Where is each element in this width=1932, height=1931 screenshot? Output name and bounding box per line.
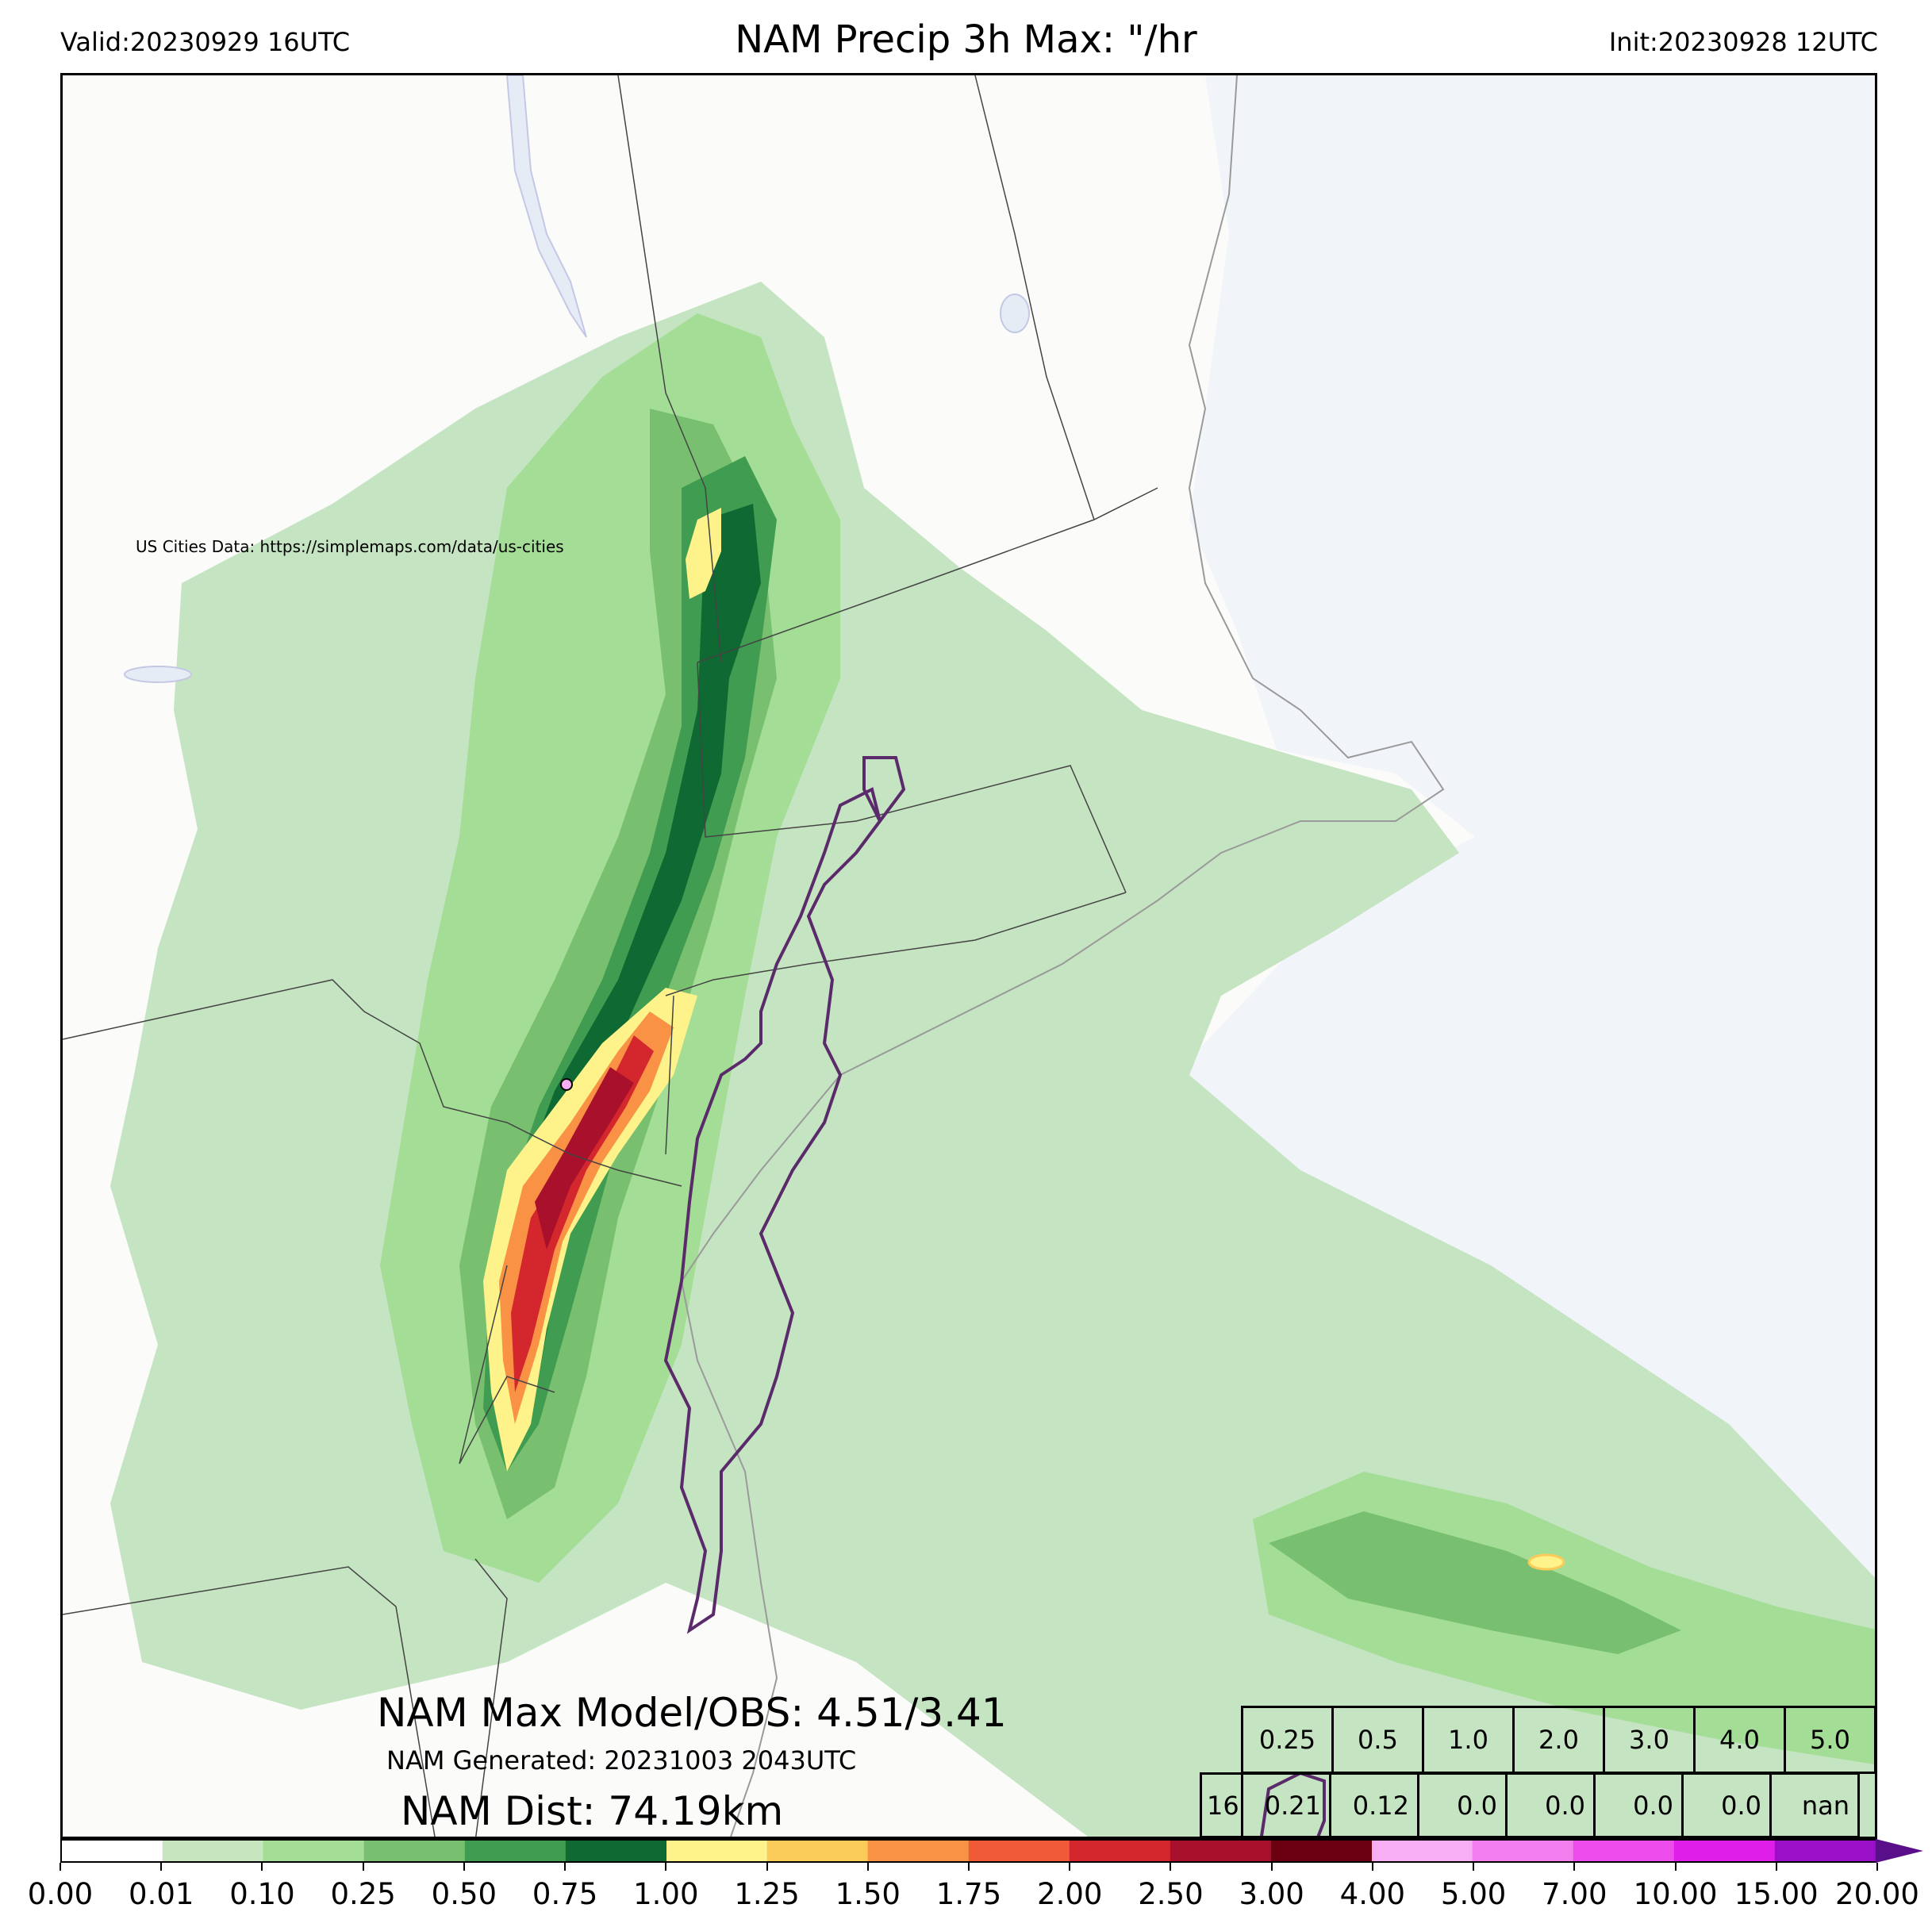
colorbar-tick-label: 2.50 <box>1138 1877 1204 1911</box>
precip-core-orange <box>499 1012 674 1424</box>
colorbar-tick-label: 0.01 <box>129 1877 194 1911</box>
obs-contour <box>663 756 906 1634</box>
score-cell: 0.12 <box>1329 1772 1419 1838</box>
colorbar-segment <box>767 1841 868 1861</box>
colorbar-tick <box>463 1863 465 1871</box>
colorbar-tick <box>60 1863 61 1871</box>
colorbar-segment <box>566 1841 666 1861</box>
colorbar-segment <box>1573 1841 1674 1861</box>
colorbar-tick-label: 0.00 <box>27 1877 94 1911</box>
colorbar-tick-label: 10.00 <box>1633 1877 1718 1911</box>
score-cell: 0.0 <box>1593 1772 1684 1838</box>
colorbar-tick-label: 1.50 <box>835 1877 901 1911</box>
colorbar-tick-label: 0.10 <box>229 1877 295 1911</box>
colorbar-tick-label: 1.75 <box>935 1877 1002 1911</box>
colorbar-segment <box>1372 1841 1473 1861</box>
colorbar-tick-label: 2.00 <box>1037 1877 1103 1911</box>
state-borders <box>63 75 1158 1837</box>
generated-time-label: NAM Generated: 20231003 2043UTC <box>386 1745 857 1776</box>
score-cell: 0.0 <box>1417 1772 1508 1838</box>
lake-champlain <box>505 75 587 338</box>
valid-time-label: Valid:20230929 16UTC <box>60 27 351 57</box>
lead-hour-cell: 16 <box>1200 1772 1243 1838</box>
threshold-cell: 4.0 <box>1693 1706 1786 1774</box>
colorbar-segment <box>868 1841 969 1861</box>
colorbar-segment <box>969 1841 1070 1861</box>
colorbar-segment <box>163 1841 263 1861</box>
lake <box>124 666 192 683</box>
colorbar-segment <box>465 1841 566 1861</box>
colorbar-extend-arrow <box>1876 1839 1923 1863</box>
colorbar-segment <box>1775 1841 1876 1861</box>
colorbar-tick-label: 7.00 <box>1542 1877 1607 1911</box>
threshold-cell: 5.0 <box>1784 1706 1876 1774</box>
colorbar-segment <box>1070 1841 1170 1861</box>
threshold-cell: 2.0 <box>1512 1706 1605 1774</box>
colorbar-segment <box>364 1841 465 1861</box>
colorbar-tick <box>1473 1863 1475 1871</box>
colorbar-tick-label: 0.75 <box>532 1877 598 1911</box>
threshold-cell: 1.0 <box>1422 1706 1515 1774</box>
colorbar-tick-label: 0.25 <box>330 1877 396 1911</box>
precip-core-darkred <box>535 1067 634 1250</box>
colorbar-tick <box>1371 1863 1373 1871</box>
colorbar-segment <box>1170 1841 1271 1861</box>
colorbar-tick <box>1270 1863 1273 1871</box>
precip-east-yellow <box>1527 1553 1565 1571</box>
init-time-label: Init:20230928 12UTC <box>1608 27 1878 57</box>
colorbar-tick <box>1876 1863 1878 1871</box>
chart-title: NAM Precip 3h Max: "/hr <box>735 17 1197 62</box>
colorbar-tick <box>1069 1863 1071 1871</box>
colorbar-segment <box>62 1841 163 1861</box>
lake <box>1000 294 1030 333</box>
score-cell: 0.21 <box>1241 1772 1331 1838</box>
colorbar-tick-label: 1.25 <box>734 1877 800 1911</box>
colorbar-tick-label: 4.00 <box>1339 1877 1406 1911</box>
precip-map: US Cities Data: https://simplemaps.com/d… <box>60 73 1877 1839</box>
colorbar-segment <box>1473 1841 1573 1861</box>
threshold-table: 0.25 0.5 1.0 2.0 3.0 4.0 5.0 <box>1241 1706 1876 1774</box>
colorbar-tick <box>1674 1863 1677 1871</box>
colorbar-tick-label: 15.00 <box>1734 1877 1819 1911</box>
threshold-cell: 3.0 <box>1603 1706 1696 1774</box>
colorbar <box>60 1839 1877 1863</box>
colorbar-tick <box>160 1863 163 1871</box>
colorbar-tick <box>261 1863 263 1871</box>
score-cell: 0.0 <box>1505 1772 1596 1838</box>
colorbar-tick <box>1573 1863 1576 1871</box>
coastline <box>680 75 1445 1837</box>
threshold-cell: 0.25 <box>1241 1706 1334 1774</box>
distance-label: NAM Dist: 74.19km <box>401 1788 784 1834</box>
colorbar-tick-label: 3.00 <box>1239 1877 1304 1911</box>
colorbar-tick <box>1170 1863 1172 1871</box>
colorbar-tick <box>665 1863 667 1871</box>
precip-core-northern-yellow <box>686 508 721 599</box>
colorbar-tick <box>968 1863 970 1871</box>
map-canvas <box>63 75 1875 1837</box>
colorbar-tick-label: 20.00 <box>1835 1877 1919 1911</box>
colorbar-segment <box>1271 1841 1372 1861</box>
max-model-obs-label: NAM Max Model/OBS: 4.51/3.41 <box>377 1690 1007 1736</box>
score-cell: nan <box>1769 1772 1860 1838</box>
colorbar-tick <box>866 1863 869 1871</box>
colorbar-tick-label: 5.00 <box>1440 1877 1507 1911</box>
colorbar-segment <box>1674 1841 1775 1861</box>
colorbar-tick <box>564 1863 567 1871</box>
precip-field-green-east <box>1269 1511 1681 1654</box>
colorbar-ticks <box>60 1863 1878 1887</box>
score-table: 16 0.21 0.12 0.0 0.0 0.0 0.0 nan <box>1200 1772 1860 1838</box>
precip-max-pink <box>560 1078 573 1091</box>
colorbar-tick <box>766 1863 768 1871</box>
score-cell: 0.0 <box>1681 1772 1772 1838</box>
colorbar-tick-label: 1.00 <box>633 1877 699 1911</box>
colorbar-tick <box>362 1863 364 1871</box>
colorbar-segment <box>263 1841 364 1861</box>
cities-data-credit: US Cities Data: https://simplemaps.com/d… <box>136 537 564 556</box>
colorbar-tick <box>1775 1863 1777 1871</box>
colorbar-segment <box>666 1841 767 1861</box>
threshold-cell: 0.5 <box>1331 1706 1424 1774</box>
colorbar-tick-label: 0.50 <box>431 1877 497 1911</box>
